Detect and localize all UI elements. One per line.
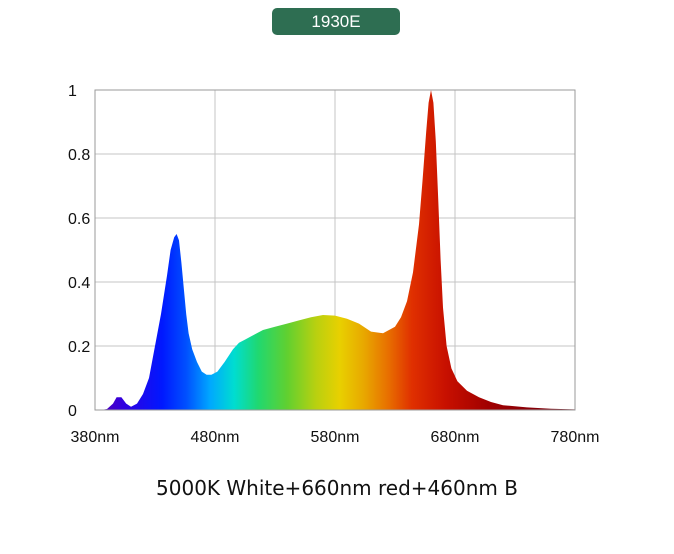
y-tick-label: 1	[68, 83, 77, 100]
y-tick-label: 0.2	[68, 339, 90, 356]
spectrum-area	[95, 90, 575, 410]
y-tick-label: 0.4	[68, 275, 90, 292]
x-axis-ticks: 380nm 480nm 580nm 680nm 780nm	[71, 429, 600, 446]
plot-frame	[94, 89, 576, 411]
y-tick-label: 0.8	[68, 147, 90, 164]
spectrum-caption: 5000K White+660nm red+460nm B	[156, 476, 518, 500]
spectrum-chart: 0 0.2 0.4 0.6 0.8 1 380nm 480nm 580nm 680nm 780nm	[68, 83, 600, 446]
x-tick-label: 680nm	[431, 429, 480, 446]
x-tick-label: 780nm	[551, 429, 600, 446]
x-tick-label: 380nm	[71, 429, 120, 446]
y-tick-label: 0	[68, 403, 77, 420]
x-tick-label: 480nm	[191, 429, 240, 446]
x-tick-label: 580nm	[311, 429, 360, 446]
y-tick-label: 0.6	[68, 211, 90, 228]
y-axis-ticks: 0 0.2 0.4 0.6 0.8 1	[68, 83, 90, 420]
model-badge: 1930E	[272, 8, 400, 35]
model-badge-label: 1930E	[311, 12, 361, 31]
